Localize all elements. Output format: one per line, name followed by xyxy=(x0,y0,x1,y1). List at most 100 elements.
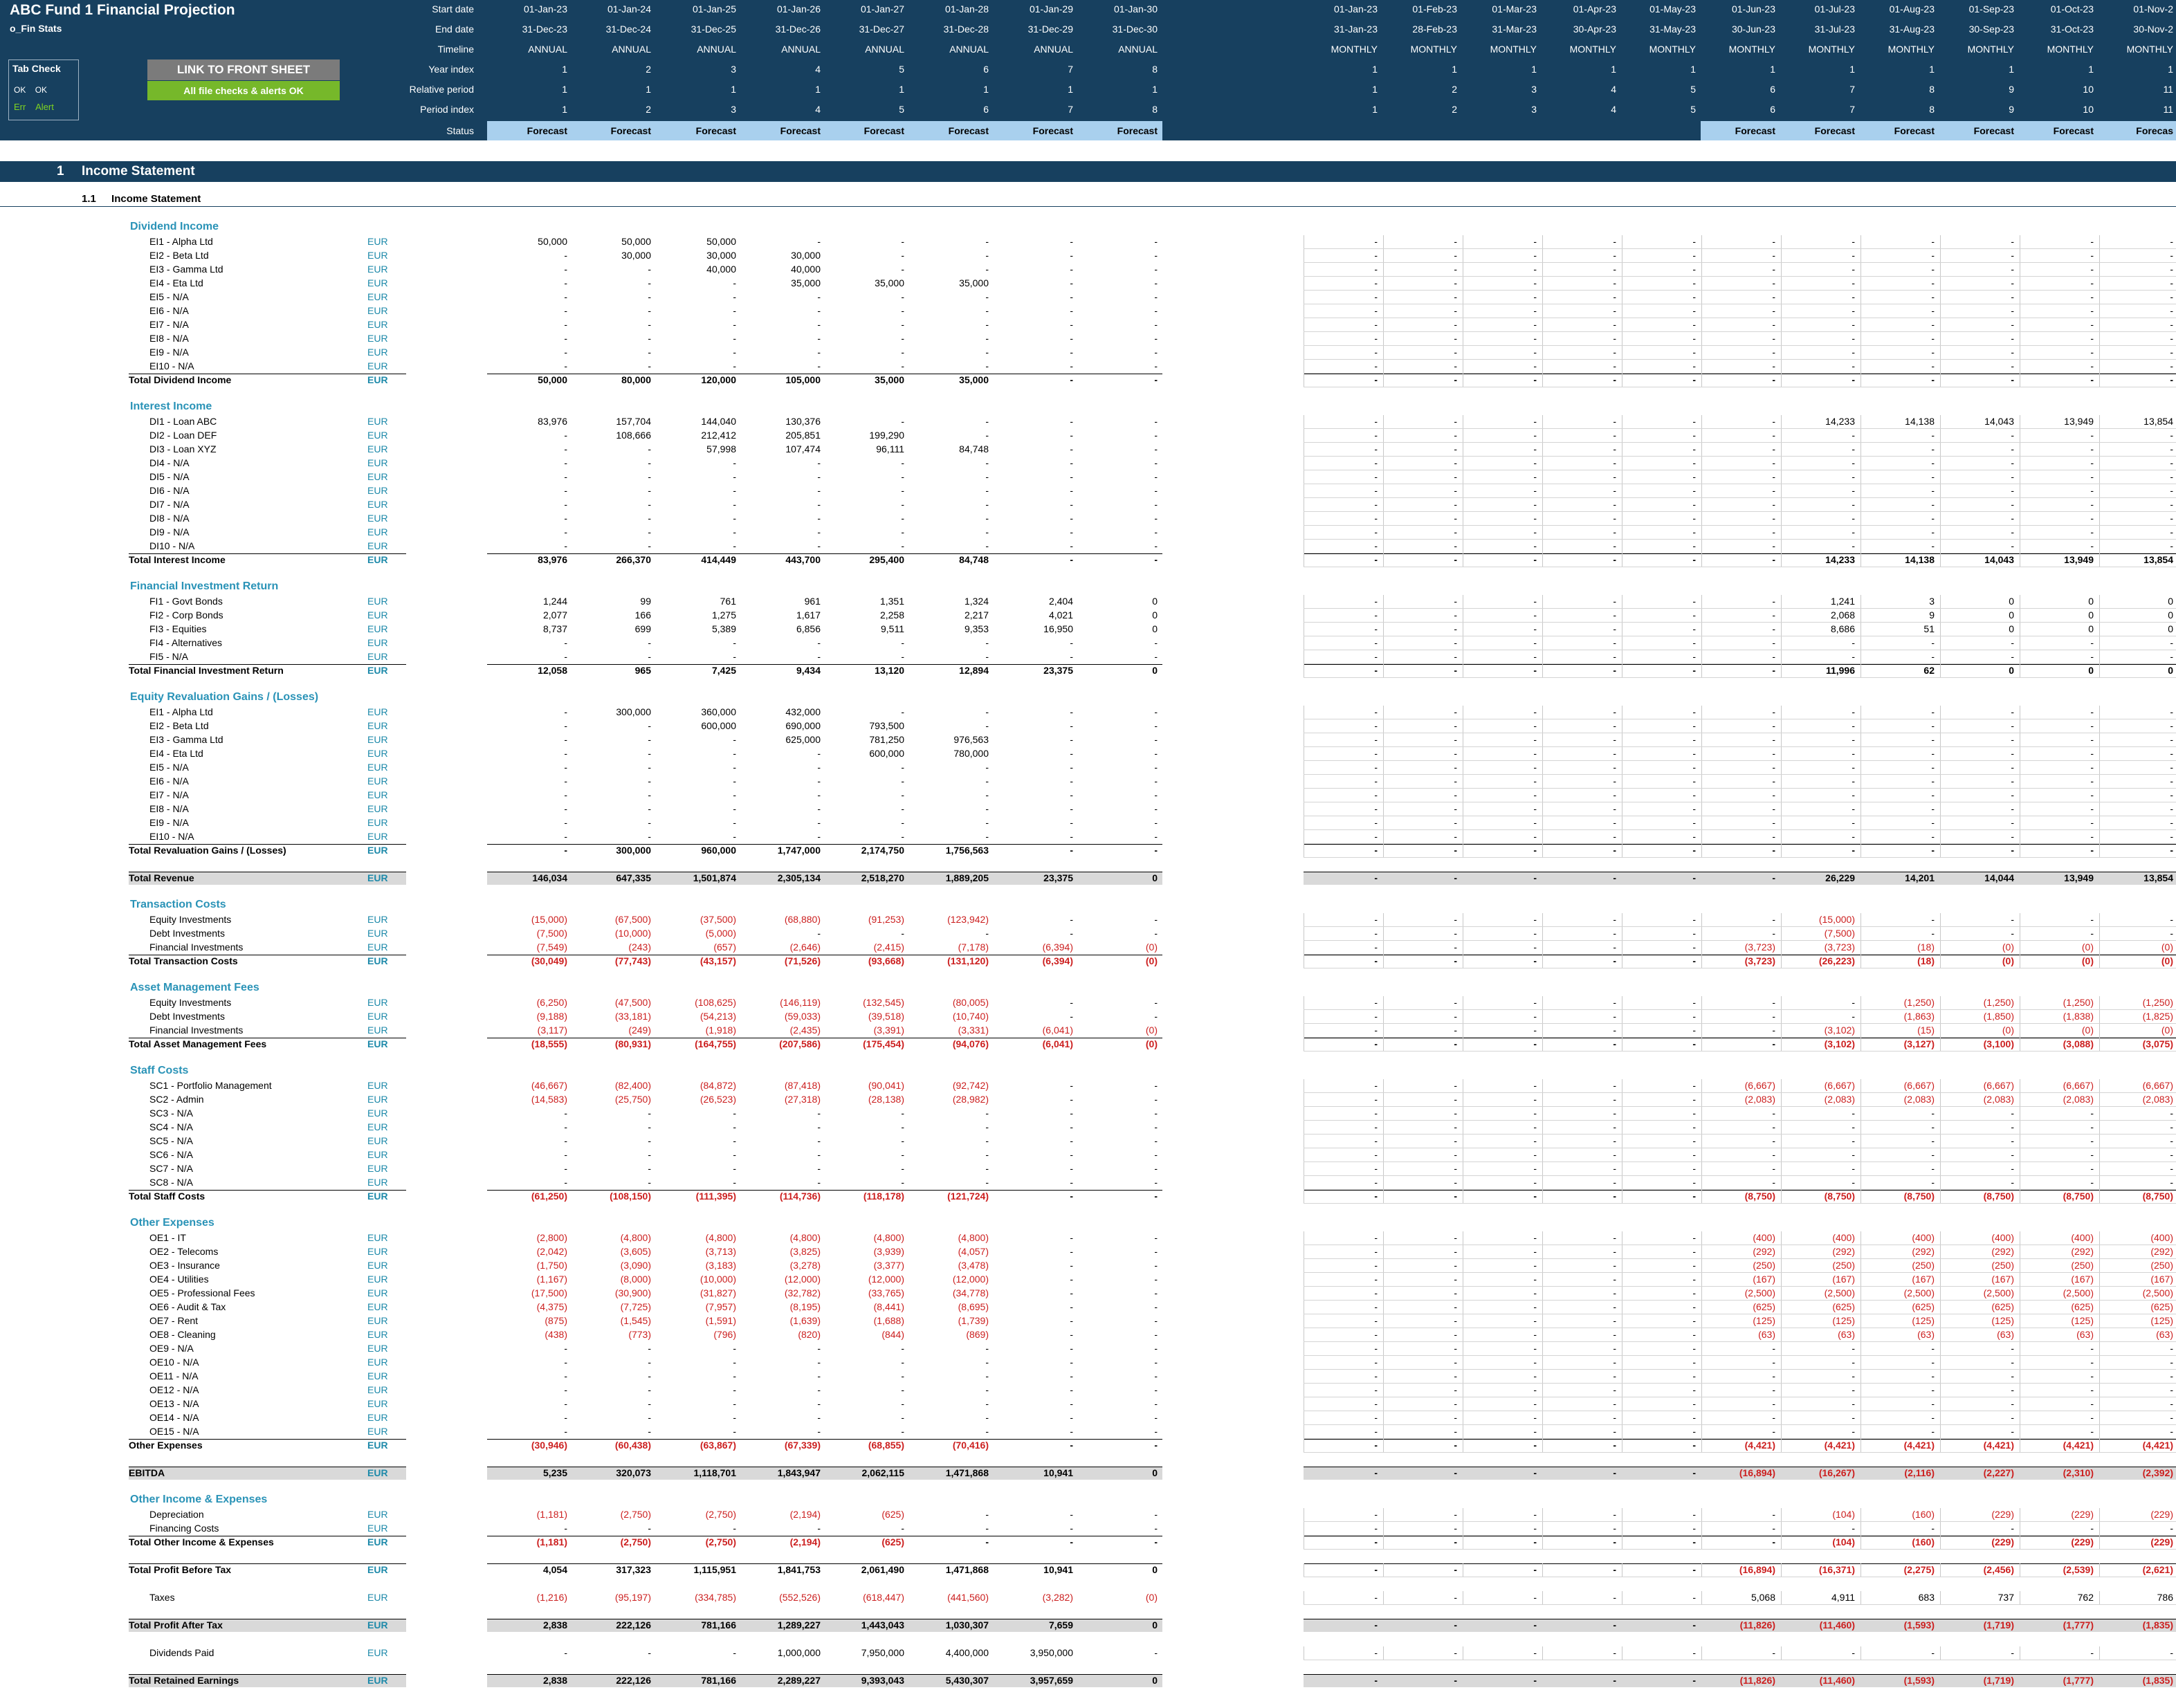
annual-value-cell: - xyxy=(985,775,989,787)
annual-value-cell: - xyxy=(564,1135,567,1146)
row-label: OE12 - N/A xyxy=(149,1384,199,1395)
annual-value-cell: (1,739) xyxy=(958,1315,989,1326)
monthly-value-cell: - xyxy=(1772,526,1775,538)
monthly-cell-grid xyxy=(1304,498,2176,512)
monthly-cell-grid xyxy=(1304,346,2176,360)
annual-value-cell: - xyxy=(1070,457,1073,468)
annual-value-cell: 84,748 xyxy=(959,443,989,454)
monthly-value-cell: - xyxy=(1772,1384,1775,1395)
monthly-value-cell: - xyxy=(2011,1426,2014,1437)
unit-label: EUR xyxy=(367,1536,388,1548)
monthly-value-cell: (4,421) xyxy=(1824,1440,1855,1451)
monthly-value-cell: - xyxy=(2170,457,2173,468)
monthly-value-cell: (292) xyxy=(1753,1246,1775,1257)
annual-value-cell: - xyxy=(564,789,567,800)
monthly-value-cell: - xyxy=(2090,720,2094,731)
monthly-value-cell: - xyxy=(1692,928,1696,939)
row-label: EI3 - Gamma Ltd xyxy=(149,734,223,745)
monthly-value-cell: - xyxy=(1692,955,1696,966)
unit-label: EUR xyxy=(367,720,388,731)
monthly-value-cell: 13,949 xyxy=(2064,416,2094,427)
row-label: OE14 - N/A xyxy=(149,1412,199,1423)
line-item-row: SC7 - N/A EUR - - - - - - - - - - - - - - - - - - - xyxy=(0,1162,2176,1176)
monthly-value-cell: - xyxy=(1374,1357,1378,1368)
monthly-value-cell: - xyxy=(1852,471,1855,482)
monthly-value-cell: - xyxy=(1852,319,1855,330)
monthly-cell-grid xyxy=(1304,540,2176,553)
monthly-value-cell: - xyxy=(2170,651,2173,662)
monthly-value-cell: - xyxy=(1374,1370,1378,1381)
monthly-value-cell: (8,750) xyxy=(1903,1191,1935,1202)
monthly-value-cell: - xyxy=(1533,928,1537,939)
monthly-value-cell: - xyxy=(1772,1343,1775,1354)
monthly-value-cell: - xyxy=(1931,430,1935,441)
annual-year-index-cell: 8 xyxy=(1152,64,1158,75)
annual-value-cell: - xyxy=(1154,236,1158,247)
annual-value-cell: - xyxy=(901,928,904,939)
annual-value-cell: - xyxy=(733,1426,736,1437)
annual-value-cell: - xyxy=(648,347,651,358)
monthly-value-cell: - xyxy=(1374,817,1378,828)
monthly-value-cell: (1,250) xyxy=(2142,997,2173,1008)
monthly-value-cell: - xyxy=(2170,720,2173,731)
row-label: SC4 - N/A xyxy=(149,1121,194,1132)
monthly-value-cell: - xyxy=(2090,1426,2094,1437)
monthly-value-cell: - xyxy=(2090,277,2094,288)
annual-value-cell: - xyxy=(564,319,567,330)
annual-value-cell: - xyxy=(1070,1315,1073,1326)
monthly-cell-grid xyxy=(1304,775,2176,789)
monthly-value-cell: 2,068 xyxy=(1830,609,1855,621)
total-row: Total Revaluation Gains / (Losses) EUR -30… xyxy=(0,844,2176,858)
annual-value-cell: - xyxy=(985,1108,989,1119)
monthly-value-cell: - xyxy=(1772,914,1775,925)
monthly-cell-grid xyxy=(1304,1411,2176,1425)
monthly-value-cell: - xyxy=(1852,1523,1855,1534)
annual-value-cell: 166 xyxy=(634,609,651,621)
annual-value-cell: (132,545) xyxy=(863,997,904,1008)
unit-label: EUR xyxy=(367,333,388,344)
monthly-timeline-cell: MONTHLY xyxy=(1490,44,1537,55)
row-label: DI10 - N/A xyxy=(149,540,195,551)
monthly-value-cell: - xyxy=(1613,1329,1616,1340)
unit-label: EUR xyxy=(367,1274,388,1285)
annual-value-cell: (32,782) xyxy=(784,1287,821,1298)
annual-value-cell: - xyxy=(1070,775,1073,787)
subsection-divider xyxy=(0,206,2176,207)
link-to-front-sheet-button[interactable]: LINK TO FRONT SHEET xyxy=(147,59,340,80)
monthly-value-cell: - xyxy=(1613,1260,1616,1271)
annual-value-cell: 83,976 xyxy=(538,416,567,427)
row-label: EBITDA xyxy=(129,1467,165,1478)
monthly-value-cell: - xyxy=(1931,443,1935,454)
row-shade xyxy=(129,872,406,885)
monthly-value-cell: (229) xyxy=(2071,1536,2094,1548)
monthly-value-cell: - xyxy=(2170,430,2173,441)
monthly-value-cell: - xyxy=(1852,1177,1855,1188)
annual-value-cell: - xyxy=(564,817,567,828)
monthly-period-index-cell: 8 xyxy=(1929,104,1935,115)
monthly-cell-grid xyxy=(1304,927,2176,941)
monthly-cell-grid xyxy=(1304,789,2176,802)
monthly-value-cell: - xyxy=(1454,817,1457,828)
monthly-value-cell: - xyxy=(1931,291,1935,302)
annual-value-cell: - xyxy=(564,651,567,662)
row-label: EI4 - Eta Ltd xyxy=(149,277,203,288)
total-row: Total Profit After Tax EUR 2,838 222,126 781… xyxy=(0,1619,2176,1633)
monthly-value-cell: - xyxy=(1613,817,1616,828)
monthly-value-cell: (0) xyxy=(2081,1025,2094,1036)
annual-value-cell: (3,282) xyxy=(1042,1592,1073,1603)
monthly-cell-grid xyxy=(1304,360,2176,374)
annual-value-cell: - xyxy=(1070,1011,1073,1022)
annual-value-cell: - xyxy=(648,817,651,828)
annual-value-cell: - xyxy=(985,789,989,800)
monthly-value-cell: - xyxy=(1772,291,1775,302)
annual-value-cell: - xyxy=(985,416,989,427)
monthly-value-cell: (15,000) xyxy=(1818,914,1855,925)
monthly-value-cell: - xyxy=(1613,1647,1616,1658)
monthly-value-cell: (1,835) xyxy=(2142,1619,2173,1631)
annual-value-cell: - xyxy=(648,277,651,288)
annual-value-cell: - xyxy=(1070,236,1073,247)
row-label: SC8 - N/A xyxy=(149,1177,194,1188)
annual-value-cell: (441,560) xyxy=(947,1592,989,1603)
annual-value-cell: - xyxy=(817,762,821,773)
tab-check-ok-value: OK xyxy=(35,85,48,95)
